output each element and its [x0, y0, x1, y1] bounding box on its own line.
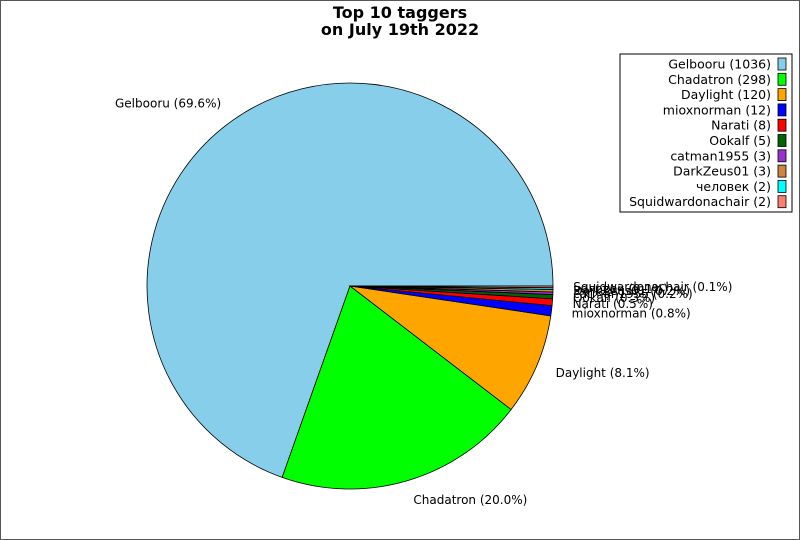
legend-swatch-ookalf	[777, 134, 787, 147]
slice-label-squidwardonachair: Squidwardonachair (0.1%)	[573, 280, 732, 294]
legend-swatch-darkzeus01	[777, 164, 787, 178]
legend-swatch-daylight	[777, 88, 787, 101]
legend-label-catman1955: catman1955 (3)	[670, 148, 771, 163]
slice-label-daylight: Daylight (8.1%)	[556, 366, 650, 380]
pie-slice-chadatron	[281, 285, 512, 490]
legend-box	[619, 53, 793, 213]
slice-label-catman1955: catman1955 (0.2%)	[573, 287, 693, 301]
legend-label-chadatron: Chadatron (298)	[668, 72, 771, 87]
legend-swatch-mioxnorman	[777, 103, 787, 117]
legend-label-slice: человек (2)	[696, 179, 771, 194]
legend-swatch-catman1955	[777, 149, 787, 163]
slice-label-mioxnorman: mioxnorman (0.8%)	[572, 306, 691, 320]
slice-label-narati: Narati (0.5%)	[573, 297, 653, 311]
pie-slice-gelbooru	[146, 82, 554, 478]
legend-label-gelbooru: Gelbooru (1036)	[668, 57, 771, 72]
legend: Gelbooru (1036)Chadatron (298)Daylight (…	[619, 53, 793, 213]
pie-slice-daylight	[348, 285, 552, 411]
legend-label-mioxnorman: mioxnorman (12)	[663, 102, 771, 117]
legend-label-narati: Narati (8)	[711, 118, 771, 133]
pie-slices	[146, 82, 554, 490]
legend-swatch-chadatron	[777, 72, 787, 86]
legend-swatch-slice	[777, 179, 787, 193]
slice-label-gelbooru: Gelbooru (69.6%)	[115, 97, 221, 111]
slice-label-ookalf: Ookalf (0.3%)	[573, 291, 655, 305]
pie-slice-squidwardonachair	[349, 285, 554, 289]
legend-label-ookalf: Ookalf (5)	[709, 133, 771, 148]
slice-label-chadatron: Chadatron (20.0%)	[413, 493, 527, 507]
chart-title-line-2: on July 19th 2022	[321, 20, 479, 39]
legend-swatch-squidwardonachair	[777, 195, 787, 209]
legend-swatch-narati	[777, 118, 787, 132]
legend-label-darkzeus01: DarkZeus01 (3)	[673, 164, 771, 179]
legend-swatch-gelbooru	[777, 57, 787, 71]
slice-label-darkzeus01: DarkZeus01 (0.2%)	[573, 284, 690, 298]
slice-label-slice: человек (0.1%)	[573, 282, 668, 296]
chart-title-line-1: Top 10 taggers	[333, 3, 467, 22]
slice-labels: Gelbooru (69.6%) Chadatron (20.0%) Dayligh…	[115, 97, 732, 507]
legend-label-squidwardonachair: Squidwardonachair (2)	[629, 194, 771, 209]
legend-label-daylight: Daylight (120)	[681, 87, 771, 102]
